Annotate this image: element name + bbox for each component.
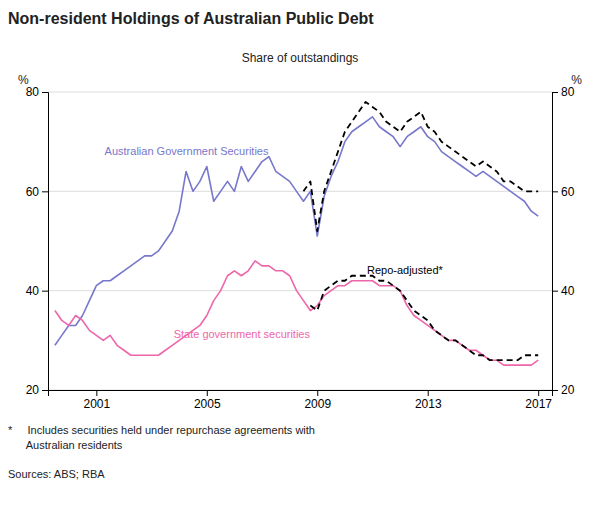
- series-line: [55, 117, 538, 345]
- y-axis-tick-mark: [42, 92, 48, 93]
- y-axis-tick-label: 80: [26, 85, 40, 99]
- y2-axis-tick-label: 80: [561, 85, 575, 99]
- y-axis-tick-label: 40: [26, 284, 40, 298]
- y2-axis-tick-mark: [552, 291, 558, 292]
- x-axis-tick-mark: [317, 390, 318, 396]
- chart: Non-resident Holdings of Australian Publ…: [0, 0, 600, 521]
- y-axis-tick: 60: [26, 185, 48, 199]
- footnote: * Includes securities held under repurch…: [8, 424, 315, 436]
- y-axis-tick-mark: [42, 291, 48, 292]
- annotation: Australian Government Securities: [105, 145, 269, 157]
- y2-axis-tick-label: 60: [561, 185, 575, 199]
- x-axis-tick-mark: [96, 390, 97, 396]
- y-axis-tick-label: 60: [26, 185, 40, 199]
- y-axis-tick-mark: [42, 191, 48, 192]
- y-axis-line: [42, 93, 49, 391]
- x-axis-tick-mark: [428, 390, 429, 396]
- x-axis-tick-mark: [538, 390, 539, 396]
- grid-line: [48, 191, 552, 192]
- x-axis-tick: 2005: [194, 390, 221, 411]
- footnote: Sources: ABS; RBA: [8, 468, 105, 480]
- y-axis: 20 40 60 80: [26, 85, 49, 397]
- annotation: State government securities: [174, 328, 311, 340]
- y2-axis: 20 40 60 80: [552, 85, 575, 397]
- x-axis-tick-label: 2005: [194, 397, 221, 411]
- y-axis-tick: 20: [26, 383, 48, 397]
- footnotes: * Includes securities held under repurch…: [8, 424, 315, 480]
- x-axis-tick-label: 2017: [525, 397, 552, 411]
- y2-axis-tick: 60: [552, 185, 575, 199]
- annotations: Australian Government Securities State go…: [105, 145, 444, 341]
- grid-line: [48, 290, 552, 291]
- y2-axis-tick: 80: [552, 85, 575, 99]
- y2-axis-tick-mark: [552, 390, 558, 391]
- y-axis-tick: 40: [26, 284, 48, 298]
- title: Non-resident Holdings of Australian Publ…: [8, 10, 374, 27]
- grid-line: [48, 92, 552, 93]
- y2-axis-line: [553, 93, 559, 391]
- y2-axis-tick-mark: [552, 92, 558, 93]
- footnote: Australian residents: [8, 439, 123, 451]
- x-axis-tick: 2001: [83, 390, 110, 411]
- x-axis-tick: 2009: [304, 390, 331, 411]
- series-line: [310, 276, 538, 360]
- y2-axis-tick-label: 20: [561, 383, 575, 397]
- x-axis: 2001 2005 2009 2013 2017: [49, 390, 553, 411]
- series-line: [303, 102, 538, 231]
- x-axis-tick: 2013: [415, 390, 442, 411]
- grid: [48, 92, 552, 390]
- x-axis-tick-label: 2013: [415, 397, 442, 411]
- x-axis-line: [49, 391, 553, 397]
- y2-axis-tick: 40: [552, 284, 575, 298]
- y2-axis-tick-label: 40: [561, 284, 575, 298]
- lines: [55, 102, 538, 365]
- y-axis-tick: 80: [26, 85, 48, 99]
- series-line: [55, 261, 538, 365]
- y-axis-tick-label: 20: [26, 383, 40, 397]
- y-axis-tick-mark: [42, 390, 48, 391]
- subtitle: Share of outstandings: [242, 51, 359, 65]
- x-axis-tick-mark: [207, 390, 208, 396]
- x-axis-tick-label: 2001: [83, 397, 110, 411]
- y2-axis-tick-mark: [552, 191, 558, 192]
- annotation: Repo-adjusted*: [367, 264, 444, 276]
- y2-axis-tick: 20: [552, 383, 575, 397]
- x-axis-tick-label: 2009: [304, 397, 331, 411]
- x-axis-tick: 2017: [525, 390, 552, 411]
